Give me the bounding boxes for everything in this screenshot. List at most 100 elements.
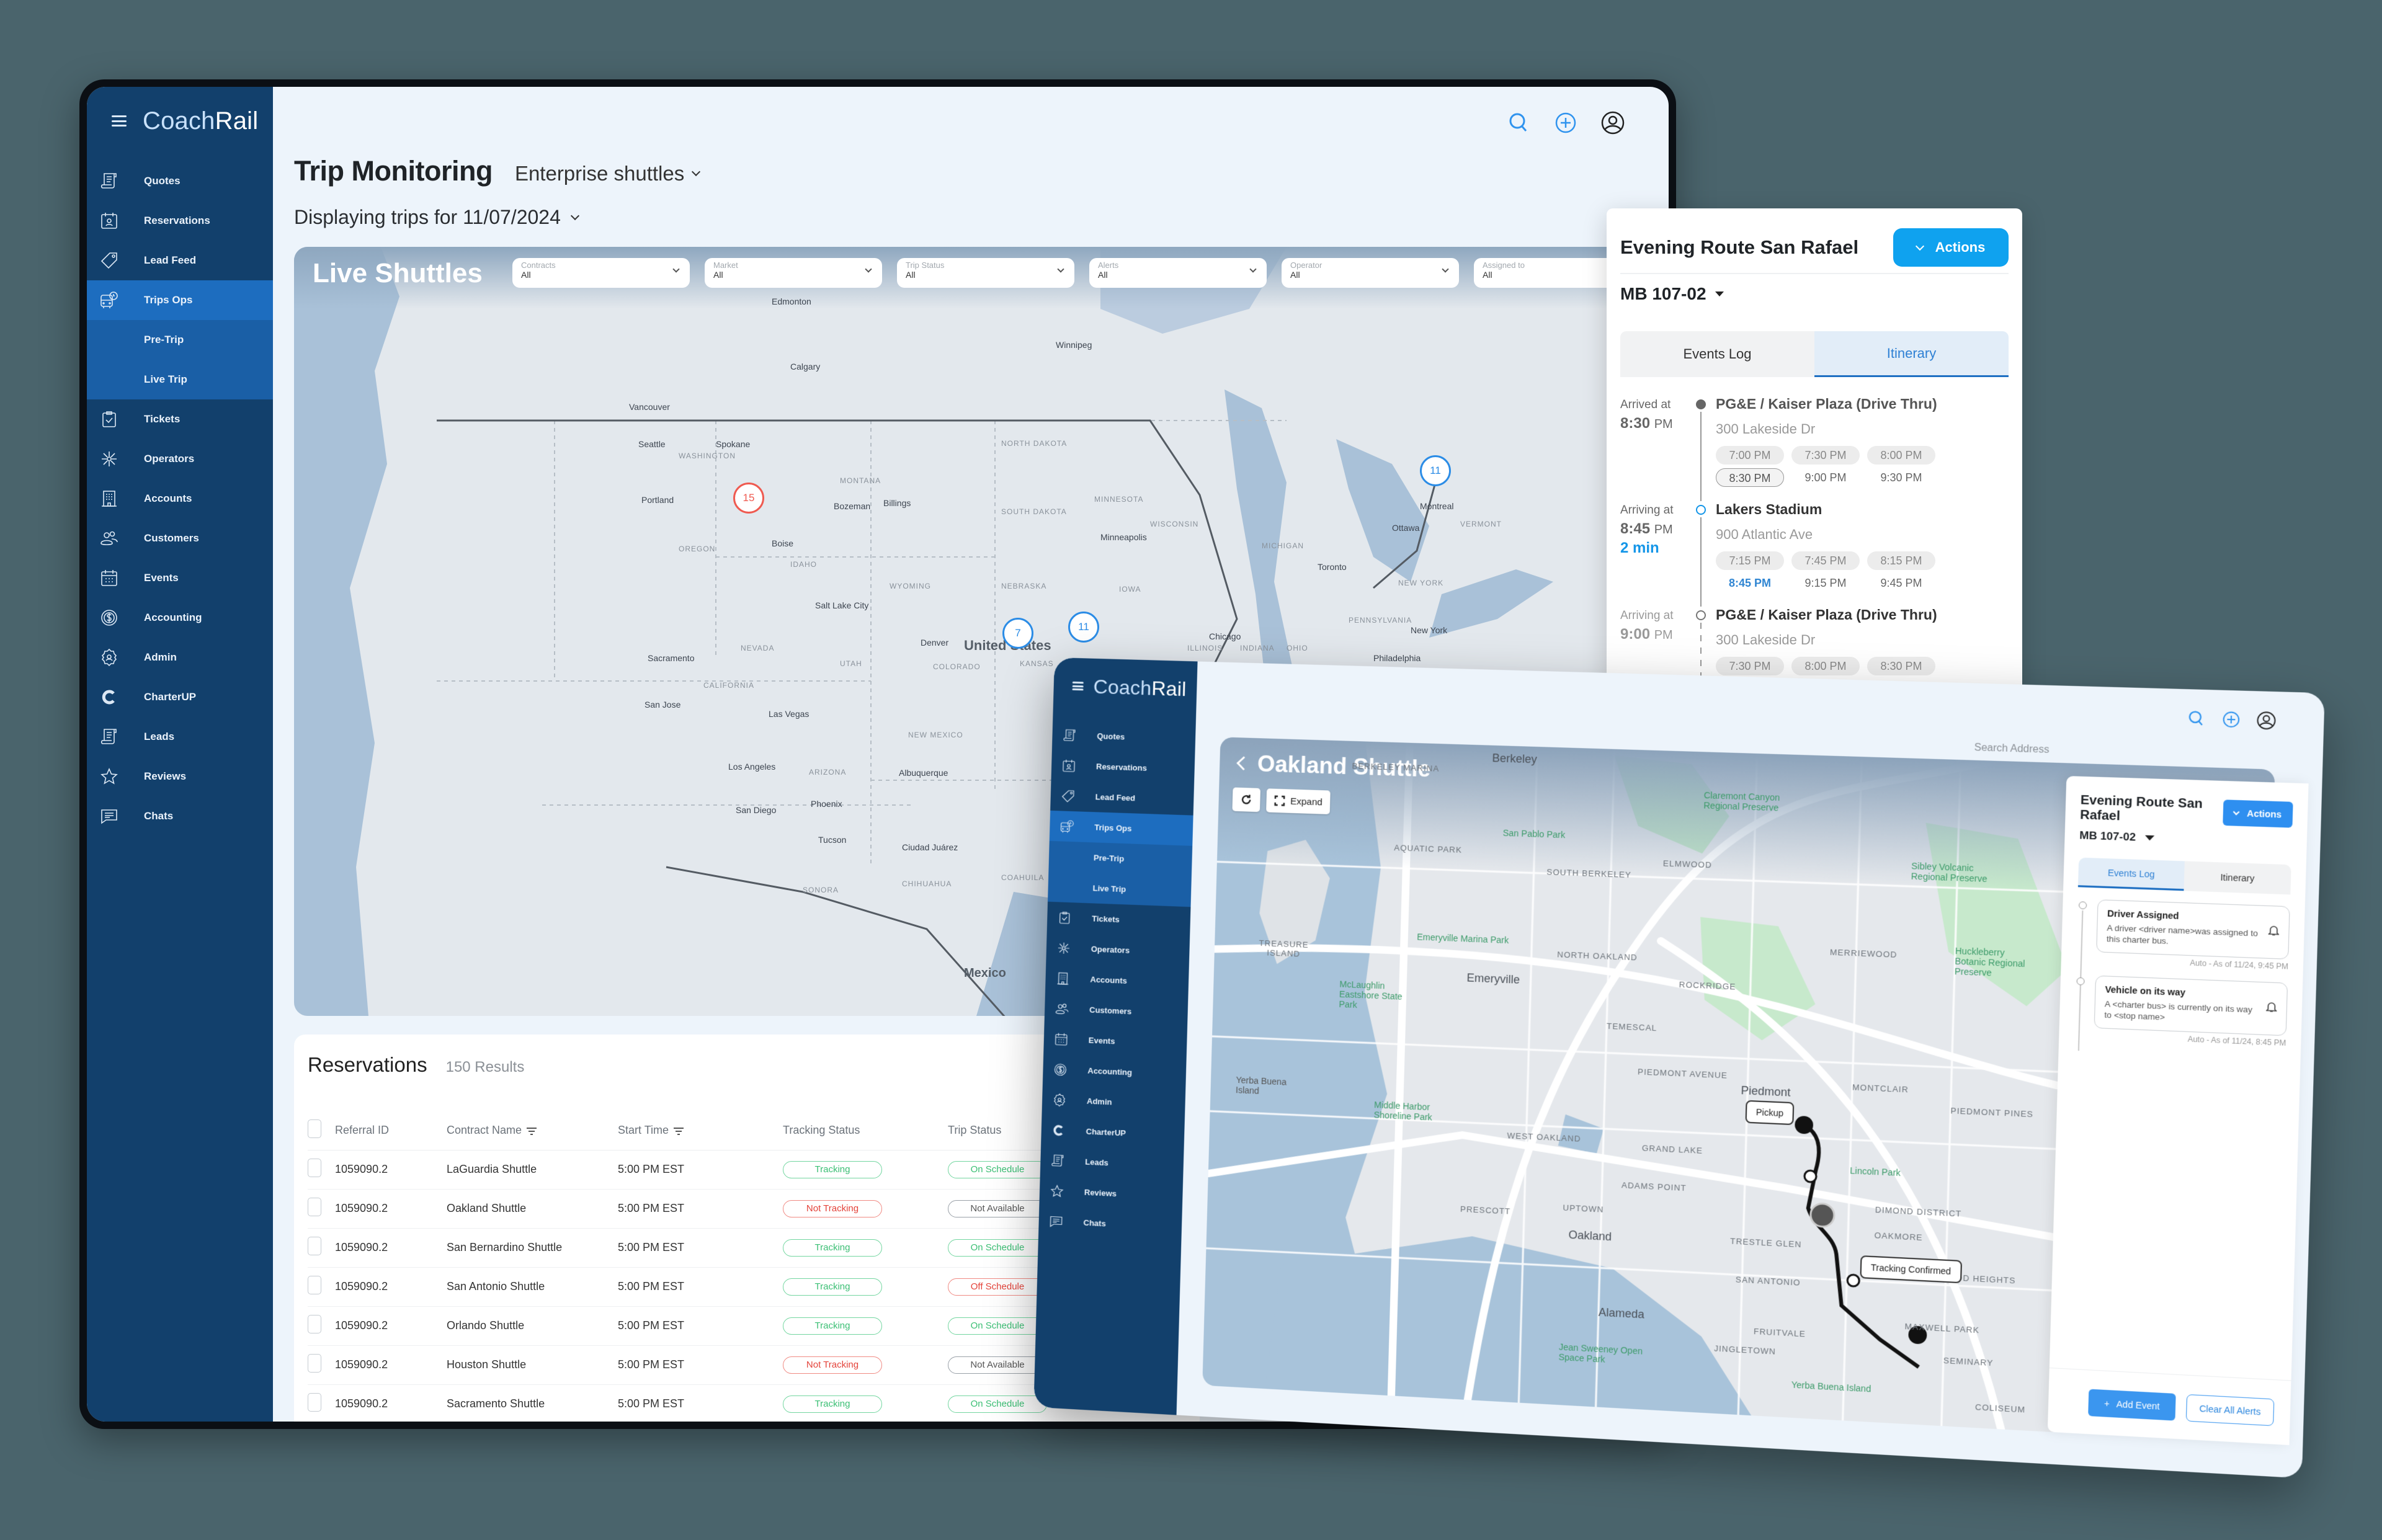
referral-id-link[interactable]: 1059090.2 (335, 1345, 447, 1385)
referral-id-link[interactable]: 1059090.2 (335, 1189, 447, 1229)
sidebar-item-pre-trip[interactable]: Pre-Trip (87, 320, 273, 360)
sidebar-item-chats[interactable]: Chats (87, 796, 273, 836)
referral-id-link[interactable]: 1059090.2 (335, 1306, 447, 1346)
menu-icon[interactable] (1072, 681, 1084, 691)
pickup-label[interactable]: Pickup (1745, 1100, 1795, 1126)
tab-itinerary[interactable]: Itinerary (1814, 331, 2009, 377)
contract-link[interactable]: LaGuardia Shuttle (447, 1150, 618, 1190)
expand-button[interactable]: Expand (1266, 788, 1331, 814)
map-cluster-marker[interactable]: 11 (1068, 612, 1099, 643)
sidebar-item-lead-feed[interactable]: Lead Feed (1050, 780, 1194, 816)
sidebar-item-accounts[interactable]: Accounts (87, 479, 273, 519)
filter-icon[interactable] (674, 1127, 684, 1135)
sidebar-item-reviews[interactable]: Reviews (87, 757, 273, 796)
sidebar-item-trips-ops[interactable]: Trips Ops (1049, 810, 1193, 846)
date-dropdown[interactable]: Displaying trips for 11/07/2024 (294, 206, 579, 229)
row-checkbox[interactable] (308, 1198, 321, 1216)
time-chip[interactable]: 7:30 PM (1716, 657, 1784, 675)
time-chip[interactable]: 9:00 PM (1804, 471, 1847, 484)
filter-market[interactable]: Market All (705, 258, 882, 288)
search-address-input[interactable]: Search Address (1974, 742, 2050, 756)
sidebar-item-lead-feed[interactable]: Lead Feed (87, 241, 273, 280)
tab-events-log[interactable]: Events Log (1620, 331, 1814, 377)
time-chip[interactable]: 9:30 PM (1880, 471, 1922, 484)
select-all-checkbox[interactable] (308, 1119, 321, 1139)
sidebar-item-leads[interactable]: Leads (87, 717, 273, 757)
clear-all-alerts-button[interactable]: Clear All Alerts (2185, 1394, 2275, 1426)
sidebar-item-live-trip[interactable]: Live Trip (87, 360, 273, 399)
filter-trip-status[interactable]: Trip Status All (897, 258, 1074, 288)
contract-link[interactable]: Orlando Shuttle (447, 1306, 618, 1346)
sidebar-item-quotes[interactable]: Quotes (87, 161, 273, 201)
contract-link[interactable]: Sacramento Shuttle (447, 1384, 618, 1422)
tab-itinerary[interactable]: Itinerary (2184, 861, 2291, 895)
row-checkbox[interactable] (308, 1315, 321, 1333)
contract-link[interactable]: San Bernardino Shuttle (447, 1228, 618, 1268)
referral-id-link[interactable]: 1059090.2 (335, 1267, 447, 1307)
account-icon[interactable] (1600, 110, 1625, 135)
row-checkbox[interactable] (308, 1276, 321, 1294)
map-cluster-marker[interactable]: 15 (733, 483, 764, 514)
sidebar-item-tickets[interactable]: Tickets (1047, 902, 1191, 938)
itinerary-stop[interactable]: Arrived at 8:30 PM PG&E / Kaiser Plaza (D… (1620, 396, 2009, 501)
time-chip[interactable]: 9:15 PM (1804, 577, 1847, 589)
filter-contracts[interactable]: Contracts All (512, 258, 690, 288)
account-icon[interactable] (2256, 711, 2277, 731)
time-chip[interactable]: 7:30 PM (1791, 446, 1860, 465)
scope-dropdown[interactable]: Enterprise shuttles (515, 162, 701, 185)
vehicle-dropdown[interactable]: MB 107-02 (1620, 284, 2009, 304)
sidebar-item-charterup[interactable]: CharterUP (87, 677, 273, 717)
time-chip[interactable]: 8:00 PM (1867, 446, 1935, 465)
sidebar-item-reservations[interactable]: Reservations (87, 201, 273, 241)
map-cluster-marker[interactable]: 7 (1002, 618, 1033, 649)
sidebar-item-admin[interactable]: Admin (87, 638, 273, 677)
sidebar-item-reservations[interactable]: Reservations (1051, 750, 1195, 785)
time-chip[interactable]: 8:30 PM (1867, 657, 1935, 675)
column-header-start-time[interactable]: Start Time (618, 1111, 783, 1151)
add-circle-icon[interactable] (2221, 710, 2242, 729)
menu-icon[interactable] (112, 115, 127, 127)
column-header-contract-name[interactable]: Contract Name (447, 1111, 618, 1151)
time-chip[interactable]: 8:15 PM (1867, 551, 1935, 570)
time-chip[interactable]: 8:45 PM (1728, 577, 1772, 589)
event-item[interactable]: Driver Assigned A driver <driver name>wa… (2079, 899, 2290, 1001)
sidebar-item-pre-trip[interactable]: Pre-Trip (1048, 840, 1193, 877)
back-icon[interactable] (1236, 756, 1251, 771)
refresh-button[interactable] (1232, 787, 1261, 812)
search-icon[interactable] (2186, 708, 2206, 728)
app-logo[interactable]: CoachRail (143, 107, 259, 135)
app-logo[interactable]: CoachRail (1093, 675, 1187, 700)
sidebar-item-trips-ops[interactable]: Trips Ops (87, 280, 273, 320)
sidebar-item-tickets[interactable]: Tickets (87, 399, 273, 439)
tab-events-log[interactable]: Events Log (2077, 857, 2185, 891)
filter-alerts[interactable]: Alerts All (1089, 258, 1267, 288)
time-chip[interactable]: 9:45 PM (1880, 577, 1922, 589)
sidebar-item-accounting[interactable]: Accounting (87, 598, 273, 638)
time-chip[interactable]: 7:45 PM (1791, 551, 1860, 570)
search-icon[interactable] (1506, 110, 1531, 135)
column-header-referral-id[interactable]: Referral ID (335, 1111, 447, 1151)
time-chip[interactable]: 7:15 PM (1716, 551, 1784, 570)
referral-id-link[interactable]: 1059090.2 (335, 1150, 447, 1190)
sidebar-item-quotes[interactable]: Quotes (1052, 719, 1196, 754)
oakland-route-map[interactable]: Oakland Shuttle Expand BERKELEY MARINA B… (1202, 737, 2275, 1444)
event-item[interactable]: Vehicle on its way A <charter bus> is cu… (2076, 975, 2288, 1051)
bell-icon[interactable] (2266, 1001, 2277, 1013)
sidebar-item-live-trip[interactable]: Live Trip (1048, 871, 1192, 907)
map-cluster-marker[interactable]: 11 (1420, 455, 1451, 486)
referral-id-link[interactable]: 1059090.2 (335, 1228, 447, 1268)
itinerary-stop[interactable]: Arriving at 8:45 PM 2 min Lakers Stadium 9… (1620, 501, 2009, 607)
actions-button[interactable]: Actions (1893, 228, 2009, 267)
sidebar-item-events[interactable]: Events (87, 558, 273, 598)
row-checkbox[interactable] (308, 1237, 321, 1255)
bell-icon[interactable] (2268, 924, 2280, 936)
filter-operator[interactable]: Operator All (1282, 258, 1459, 288)
time-chip[interactable]: 8:00 PM (1791, 657, 1860, 675)
contract-link[interactable]: Houston Shuttle (447, 1345, 618, 1385)
referral-id-link[interactable]: 1059090.2 (335, 1384, 447, 1422)
time-chip[interactable]: 8:30 PM (1716, 468, 1784, 487)
filter-icon[interactable] (527, 1127, 537, 1135)
sidebar-item-customers[interactable]: Customers (87, 519, 273, 558)
add-circle-icon[interactable] (1553, 110, 1578, 135)
time-chip[interactable]: 7:00 PM (1716, 446, 1784, 465)
